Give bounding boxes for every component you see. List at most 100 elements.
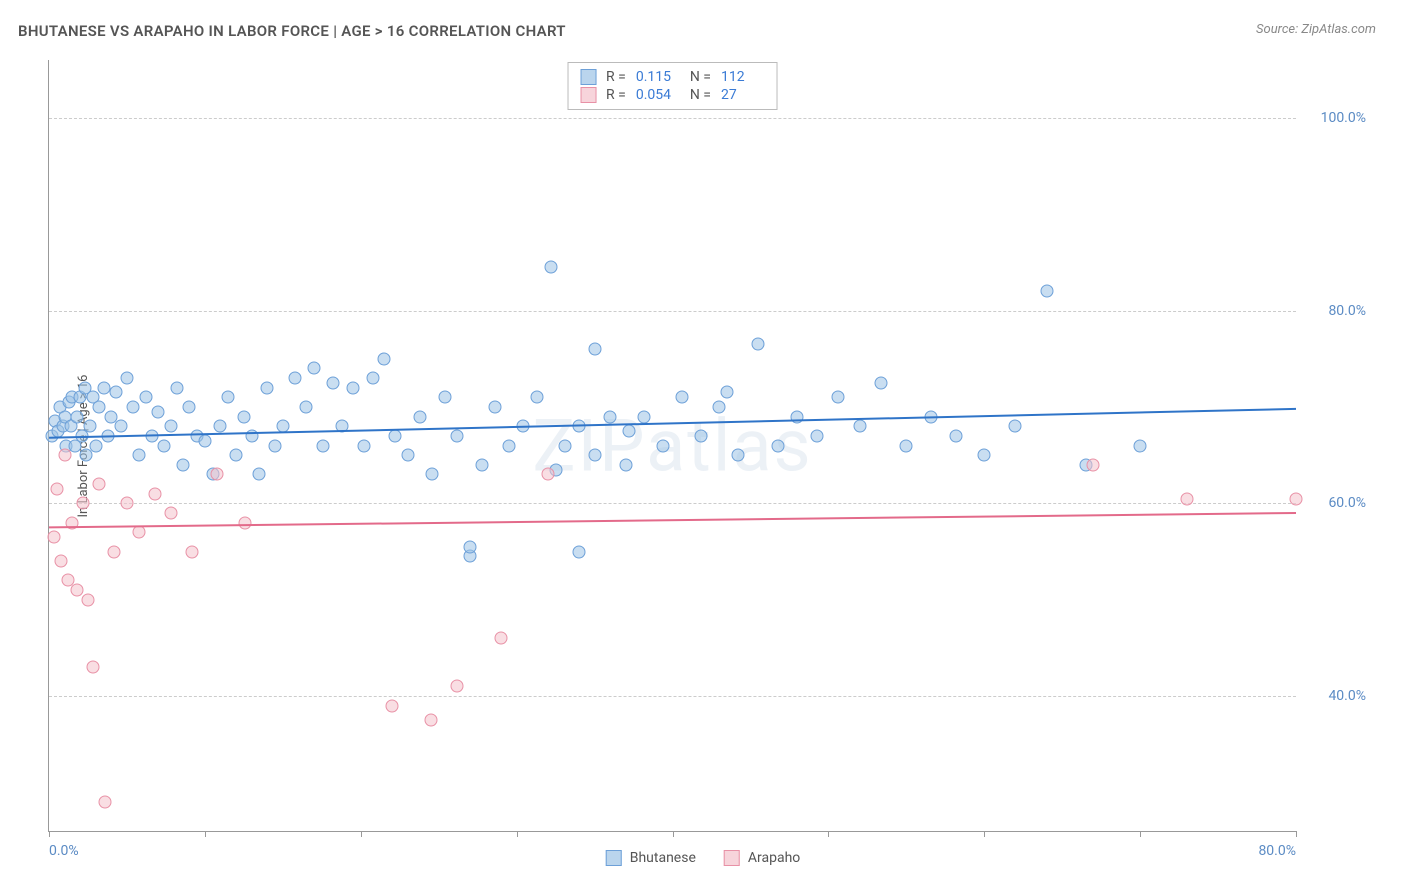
n-value-bhutanese: 112: [721, 69, 765, 85]
legend-item-arapaho: Arapaho: [724, 850, 800, 866]
data-point: [1180, 492, 1193, 505]
data-point: [66, 516, 79, 529]
data-point: [71, 410, 84, 423]
data-point: [300, 400, 313, 413]
data-point: [978, 449, 991, 462]
data-point: [572, 545, 585, 558]
r-label: R =: [606, 69, 626, 85]
data-point: [619, 458, 632, 471]
data-point: [108, 545, 121, 558]
trendline: [49, 60, 1296, 831]
watermark: ZIPatlas: [532, 403, 812, 488]
data-point: [401, 449, 414, 462]
data-point: [110, 386, 123, 399]
data-point: [133, 449, 146, 462]
legend-series: Bhutanese Arapaho: [606, 850, 801, 866]
data-point: [1009, 420, 1022, 433]
data-point: [198, 434, 211, 447]
data-point: [463, 540, 476, 553]
r-label: R =: [606, 87, 626, 103]
data-point: [77, 497, 90, 510]
data-point: [385, 699, 398, 712]
data-point: [572, 420, 585, 433]
data-point: [1134, 439, 1147, 452]
data-point: [239, 516, 252, 529]
data-point: [831, 391, 844, 404]
data-point: [675, 391, 688, 404]
data-point: [900, 439, 913, 452]
data-point: [811, 429, 824, 442]
data-point: [1040, 285, 1053, 298]
data-point: [139, 391, 152, 404]
data-point: [925, 410, 938, 423]
data-point: [588, 449, 601, 462]
data-point: [276, 420, 289, 433]
legend-row-arapaho: R = 0.054 N = 27: [580, 86, 765, 104]
r-value-arapaho: 0.054: [636, 87, 680, 103]
data-point: [102, 429, 115, 442]
data-point: [558, 439, 571, 452]
data-point: [516, 420, 529, 433]
n-label: N =: [690, 87, 711, 103]
data-point: [424, 714, 437, 727]
x-tick: [49, 831, 50, 837]
data-point: [367, 372, 380, 385]
gridline: [49, 503, 1296, 504]
data-point: [158, 439, 171, 452]
x-tick: [205, 831, 206, 837]
data-point: [604, 410, 617, 423]
data-point: [307, 362, 320, 375]
y-tick-label: 100.0%: [1311, 110, 1366, 126]
data-point: [120, 497, 133, 510]
data-point: [638, 410, 651, 423]
trendline: [49, 60, 1296, 831]
data-point: [71, 584, 84, 597]
data-point: [694, 429, 707, 442]
data-point: [731, 449, 744, 462]
gridline: [49, 696, 1296, 697]
data-point: [346, 381, 359, 394]
x-tick: [828, 831, 829, 837]
data-point: [588, 343, 601, 356]
y-tick-label: 60.0%: [1311, 495, 1366, 511]
data-point: [269, 439, 282, 452]
data-point: [120, 372, 133, 385]
data-point: [92, 478, 105, 491]
gridline: [49, 311, 1296, 312]
legend-r-n: R = 0.115 N = 112 R = 0.054 N = 27: [567, 62, 778, 110]
data-point: [336, 420, 349, 433]
x-tick-label: 80.0%: [1258, 843, 1296, 859]
data-point: [261, 381, 274, 394]
data-point: [237, 410, 250, 423]
data-point: [502, 439, 515, 452]
data-point: [230, 449, 243, 462]
data-point: [164, 506, 177, 519]
n-value-arapaho: 27: [721, 87, 765, 103]
data-point: [488, 400, 501, 413]
data-point: [1290, 492, 1303, 505]
data-point: [50, 482, 63, 495]
x-tick-label: 0.0%: [49, 843, 79, 859]
data-point: [950, 429, 963, 442]
data-point: [495, 632, 508, 645]
data-point: [530, 391, 543, 404]
data-point: [451, 429, 464, 442]
data-point: [426, 468, 439, 481]
data-point: [853, 420, 866, 433]
data-point: [1087, 458, 1100, 471]
data-point: [438, 391, 451, 404]
data-point: [253, 468, 266, 481]
n-label: N =: [690, 69, 711, 85]
legend-label-arapaho: Arapaho: [748, 850, 800, 866]
data-point: [289, 372, 302, 385]
r-value-bhutanese: 0.115: [636, 69, 680, 85]
x-tick: [673, 831, 674, 837]
data-point: [58, 449, 71, 462]
y-tick-label: 40.0%: [1311, 688, 1366, 704]
data-point: [541, 468, 554, 481]
legend-label-bhutanese: Bhutanese: [630, 850, 696, 866]
gridline: [49, 118, 1296, 119]
data-point: [721, 386, 734, 399]
swatch-pink-icon: [724, 850, 740, 866]
data-point: [164, 420, 177, 433]
